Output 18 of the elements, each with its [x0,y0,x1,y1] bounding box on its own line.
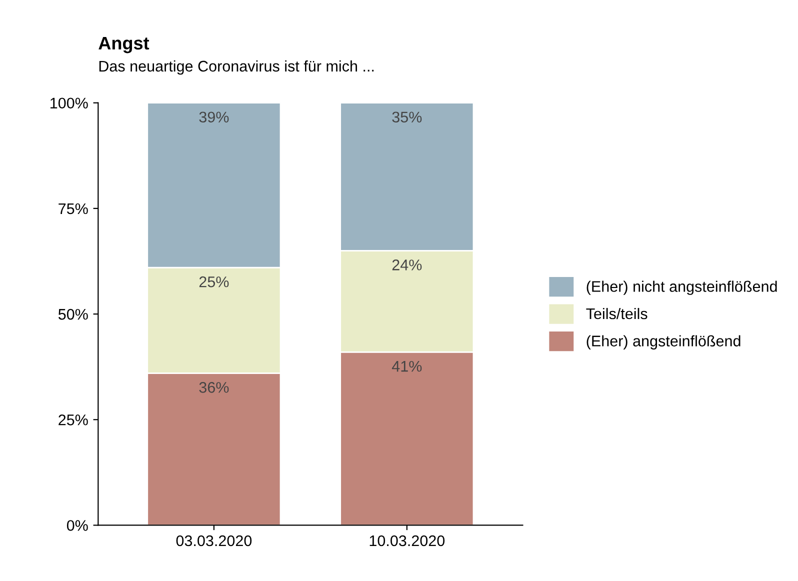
y-tick-label: 100% [50,98,88,109]
x-tick-label: 10.03.2020 [370,535,445,546]
data-label: 35% [392,112,422,123]
legend-label: (Eher) angsteinflößend [586,335,740,350]
data-label: 39% [199,112,229,123]
y-tick-label: 50% [58,308,88,320]
y-tick-label: 75% [58,203,88,214]
data-label: 24% [392,260,422,270]
y-tick-label: 25% [58,414,88,426]
data-label: 41% [392,360,422,372]
chart-subtitle: Das neuartige Coronavirus ist für mich ... [99,60,374,75]
y-tick-label: 0% [66,520,88,531]
legend-label: Teils/teils [586,308,648,320]
data-label: 25% [199,276,229,288]
legend-label: (Eher) nicht angsteinflößend [586,280,777,295]
x-tick-label: 03.03.2020 [176,535,252,546]
data-label: 36% [199,382,229,393]
chart-title: Angst [98,36,150,54]
